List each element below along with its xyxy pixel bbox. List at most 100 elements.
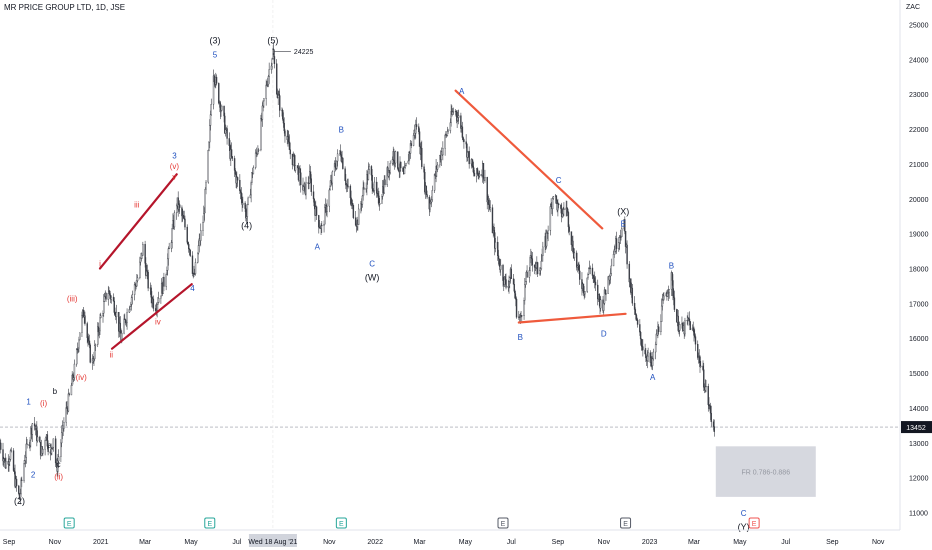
wave-label: (W): [365, 273, 380, 283]
candle-body: [513, 284, 515, 292]
price-tick-label: 19000: [909, 232, 929, 239]
candle-body: [663, 295, 665, 300]
candle-body: [292, 156, 294, 166]
wave-label: A: [650, 373, 656, 382]
candle-body: [9, 450, 12, 460]
price-tick-label: 20000: [909, 197, 929, 204]
price-tick-label: 16000: [909, 336, 929, 343]
candle-body: [609, 275, 611, 281]
candle-body: [250, 182, 252, 196]
candle-body: [284, 130, 286, 137]
candle-body: [289, 149, 291, 155]
candle-body: [361, 195, 364, 205]
wave-label: v: [172, 173, 176, 182]
candle-body: [52, 438, 55, 448]
price-tick-label: 15000: [909, 371, 929, 378]
candle-body: [165, 274, 167, 287]
candle-body: [545, 231, 548, 247]
candle-body: [689, 321, 691, 331]
candle-body: [493, 230, 495, 233]
candle-body: [660, 305, 663, 322]
candle-body: [394, 151, 397, 164]
wave-label: 5: [213, 51, 218, 60]
wave-label: 2: [31, 471, 36, 480]
candle-body: [673, 297, 676, 310]
candle-body: [109, 291, 111, 296]
price-tick-label: 24000: [909, 57, 929, 64]
last-price-label: 13452: [906, 425, 926, 432]
event-marker-label: E: [67, 521, 72, 528]
candle-body: [60, 432, 63, 444]
candle-body: [639, 331, 642, 340]
candle-body: [584, 291, 586, 295]
candle-body: [423, 166, 425, 173]
time-tick-label: 2021: [93, 539, 109, 546]
candle-body: [457, 115, 460, 118]
time-tick-label: Nov: [598, 539, 611, 546]
wave-label: B: [339, 126, 344, 135]
candle-body: [471, 159, 473, 167]
candle-body: [500, 265, 502, 270]
candle-body: [188, 244, 190, 250]
candle-body: [494, 241, 497, 249]
candle-body: [197, 252, 199, 263]
candle-body: [268, 69, 270, 77]
candle-body: [633, 302, 636, 310]
channel-upper-trendline: [98, 173, 178, 270]
candle-body: [381, 196, 383, 204]
time-tick-label: Mar: [414, 539, 427, 546]
candle-body: [557, 203, 560, 206]
time-tick-label: Jul: [232, 539, 241, 546]
candle-body: [539, 270, 541, 275]
candle-body: [75, 349, 78, 365]
candle-body: [440, 151, 443, 160]
candle-body: [271, 58, 273, 67]
candle-body: [693, 330, 695, 336]
wave-label: 1: [26, 397, 31, 406]
event-marker-icon: [748, 517, 760, 529]
wave-label: C: [556, 176, 562, 185]
candle-body: [60, 442, 62, 457]
candle-body: [551, 198, 554, 210]
candle-body: [157, 297, 160, 303]
wave-label: b: [53, 387, 58, 396]
candle-body: [468, 151, 470, 165]
candle-body: [703, 369, 705, 388]
candle-body: [189, 249, 191, 256]
candle-body: [207, 150, 209, 183]
candle-body: [350, 197, 352, 204]
candle-body: [203, 212, 205, 223]
candle-body: [671, 272, 673, 281]
candle-body: [370, 166, 373, 176]
candle-body: [345, 180, 347, 186]
price-tick-label: 14000: [909, 406, 929, 413]
candle-body: [512, 278, 515, 285]
candle-body: [542, 246, 544, 257]
candle-body: [73, 363, 76, 379]
wave-label: 3: [172, 152, 177, 161]
wave-label: a: [47, 441, 52, 450]
candle-body: [278, 95, 281, 111]
candle-body: [93, 358, 95, 362]
candle-body: [9, 459, 11, 463]
wave-label: (v): [170, 162, 180, 171]
candle-body: [621, 228, 623, 237]
candle-body: [326, 205, 328, 213]
candle-body: [157, 302, 159, 305]
candle-body: [598, 294, 600, 300]
candle-body: [594, 281, 597, 286]
candle-body: [354, 217, 357, 226]
candle-body: [244, 202, 246, 209]
candle-body: [105, 292, 107, 300]
event-marker-label: E: [207, 521, 212, 528]
candle-body: [433, 174, 436, 191]
candle-body: [497, 241, 499, 257]
candle-body: [700, 365, 702, 368]
candle-body: [530, 255, 533, 259]
candle-body: [377, 193, 379, 197]
candle-body: [566, 208, 569, 213]
candle-body: [163, 276, 165, 287]
candle-body: [652, 351, 655, 360]
